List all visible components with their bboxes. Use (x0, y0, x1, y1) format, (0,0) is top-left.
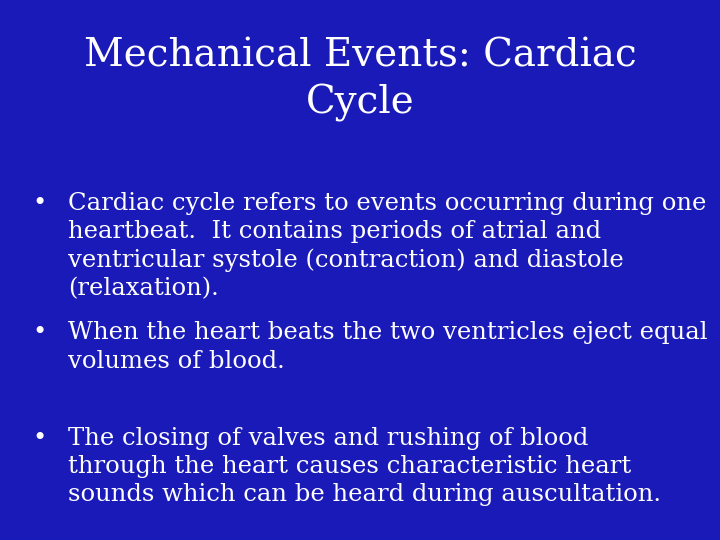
Text: Cardiac cycle refers to events occurring during one
heartbeat.  It contains peri: Cardiac cycle refers to events occurring… (68, 192, 707, 301)
Text: Mechanical Events: Cardiac
Cycle: Mechanical Events: Cardiac Cycle (84, 38, 636, 122)
Text: When the heart beats the two ventricles eject equal
volumes of blood.: When the heart beats the two ventricles … (68, 321, 708, 373)
Text: The closing of valves and rushing of blood
through the heart causes characterist: The closing of valves and rushing of blo… (68, 427, 662, 507)
Text: •: • (32, 427, 47, 450)
Text: •: • (32, 192, 47, 215)
Text: •: • (32, 321, 47, 345)
